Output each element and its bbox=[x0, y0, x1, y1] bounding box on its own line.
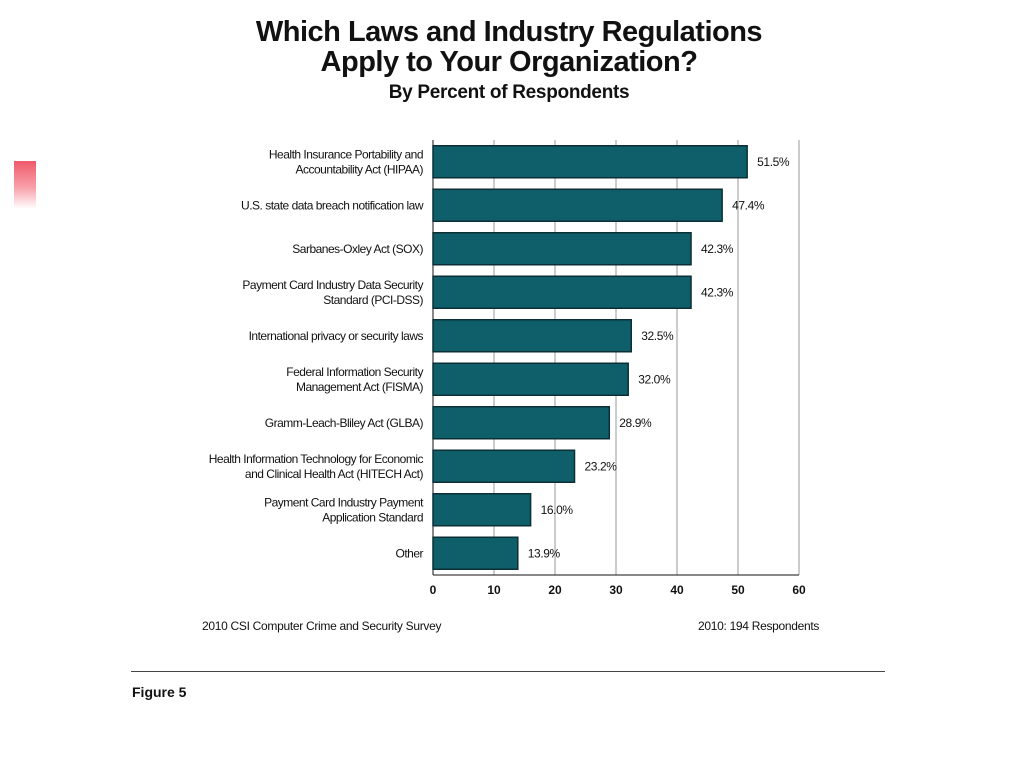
data-label: 32.0% bbox=[638, 372, 671, 386]
source-note: 2010 CSI Computer Crime and Security Sur… bbox=[202, 619, 442, 633]
bar bbox=[432, 275, 692, 309]
data-label: 28.9% bbox=[619, 416, 652, 430]
divider-line bbox=[131, 671, 885, 672]
category-label: Sarbanes-Oxley Act (SOX) bbox=[292, 242, 423, 256]
data-label: 16.0% bbox=[541, 503, 574, 517]
category-label: Other bbox=[395, 546, 423, 560]
category-label: and Clinical Health Act (HITECH Act) bbox=[245, 467, 424, 481]
x-tick-label: 20 bbox=[548, 583, 562, 597]
x-tick-label: 40 bbox=[670, 583, 684, 597]
category-label: Payment Card Industry Payment bbox=[264, 495, 424, 509]
x-tick-label: 60 bbox=[792, 583, 806, 597]
bar bbox=[432, 188, 723, 222]
data-label: 42.3% bbox=[701, 285, 734, 299]
x-tick-label: 10 bbox=[487, 583, 501, 597]
category-label: Federal Information Security bbox=[286, 365, 423, 379]
chart-title-line-2: Apply to Your Organization? bbox=[320, 46, 698, 78]
category-label: International privacy or security laws bbox=[249, 329, 424, 343]
x-tick-label: 0 bbox=[430, 583, 437, 597]
category-label: Standard (PCI-DSS) bbox=[323, 293, 423, 307]
red-accent-mark bbox=[14, 161, 36, 209]
data-label: 47.4% bbox=[732, 198, 765, 212]
data-label: 13.9% bbox=[528, 546, 561, 560]
figure-label: Figure 5 bbox=[132, 684, 187, 700]
data-label: 42.3% bbox=[701, 242, 734, 256]
data-label: 23.2% bbox=[585, 459, 618, 473]
bar bbox=[432, 406, 611, 440]
category-label: Accountability Act (HIPAA) bbox=[296, 162, 424, 176]
category-label: Health Information Technology for Econom… bbox=[209, 452, 424, 466]
data-label: 32.5% bbox=[641, 329, 674, 343]
category-label: Payment Card Industry Data Security bbox=[242, 278, 423, 292]
category-label: Management Act (FISMA) bbox=[296, 380, 424, 394]
x-tick-label: 30 bbox=[609, 583, 623, 597]
bar bbox=[432, 319, 632, 353]
bar bbox=[432, 536, 519, 570]
chart-title-line-1: Which Laws and Industry Regulations bbox=[255, 16, 763, 48]
category-label: Health Insurance Portability and bbox=[269, 147, 423, 161]
respondents-note: 2010: 194 Respondents bbox=[698, 619, 820, 633]
bar bbox=[432, 449, 576, 483]
category-label: Application Standard bbox=[322, 510, 423, 524]
bar bbox=[432, 232, 692, 266]
category-label: Gramm-Leach-Bliley Act (GLBA) bbox=[265, 416, 424, 430]
chart-subtitle: By Percent of Respondents bbox=[388, 82, 630, 103]
bar bbox=[432, 362, 629, 396]
category-label: U.S. state data breach notification law bbox=[241, 198, 424, 212]
x-tick-label: 50 bbox=[731, 583, 745, 597]
bar bbox=[432, 145, 748, 179]
bar bbox=[432, 493, 532, 527]
data-label: 51.5% bbox=[757, 155, 790, 169]
